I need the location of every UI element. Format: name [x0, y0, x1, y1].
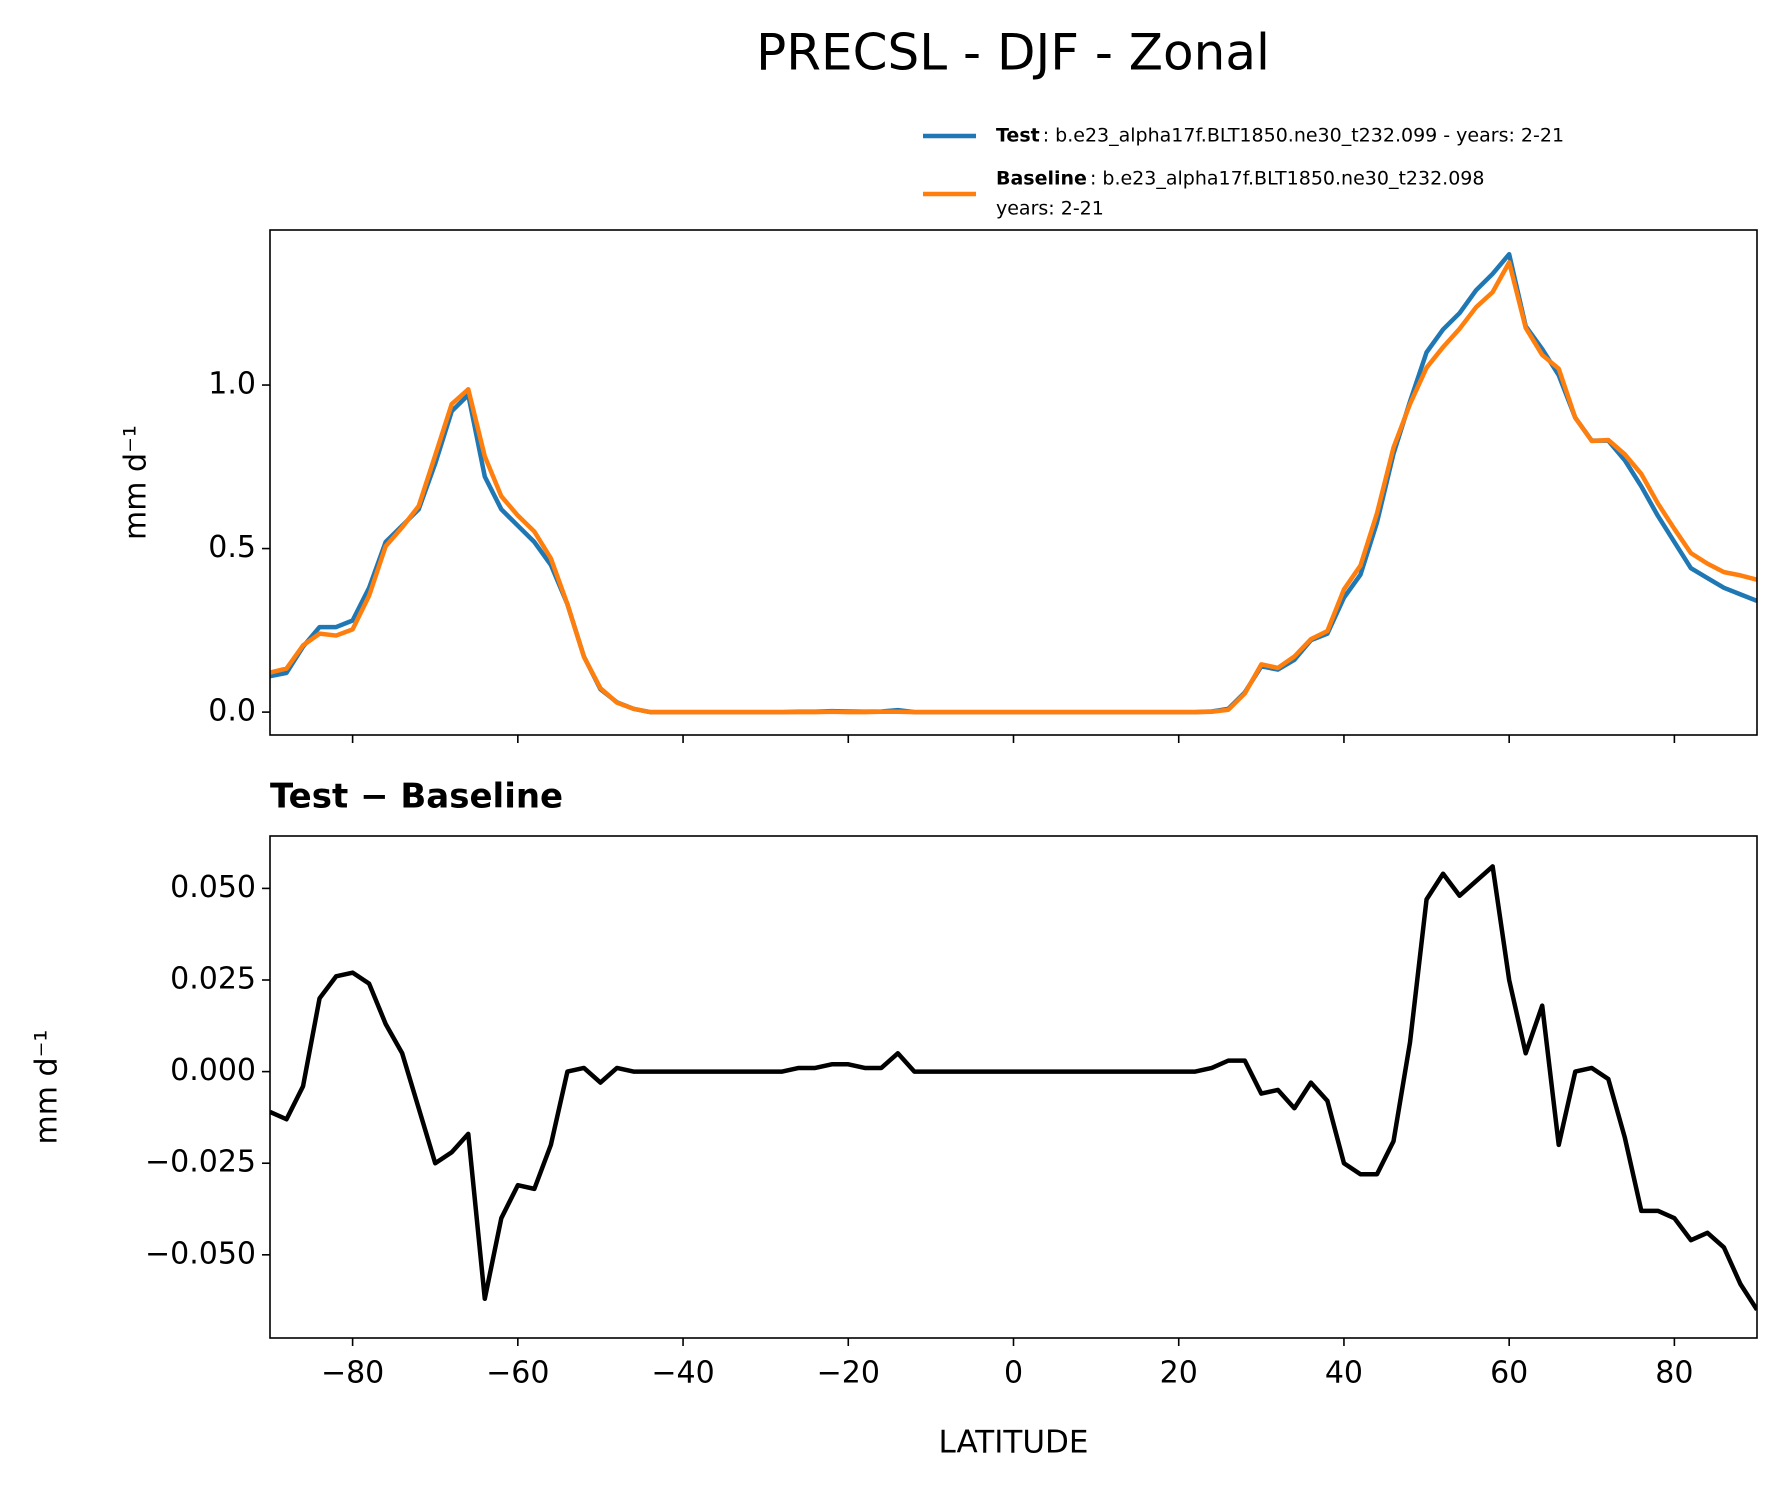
legend-label: : b.e23_alpha17f.BLT1850.ne30_t232.099 -…: [1043, 125, 1564, 147]
y-tick-label: 0.000: [170, 1053, 256, 1088]
data-line: [270, 260, 1757, 715]
x-tick-label: 40: [1325, 1356, 1363, 1391]
x-tick-label: −60: [486, 1356, 549, 1391]
y-tick-label: 0.025: [170, 962, 256, 997]
data-line: [270, 864, 1757, 1312]
y-axis-label: mm d⁻¹: [119, 425, 154, 540]
x-tick-label: −80: [321, 1356, 384, 1391]
y-tick-label: 1.0: [208, 367, 256, 402]
y-tick-label: −0.050: [145, 1236, 256, 1271]
chart-title: PRECSL - DJF - Zonal: [756, 24, 1270, 82]
y-tick-label: −0.025: [145, 1145, 256, 1180]
legend-label: : b.e23_alpha17f.BLT1850.ne30_t232.098: [1090, 168, 1485, 190]
legend-name: Baseline: [996, 168, 1087, 190]
subplot-title: Test − Baseline: [270, 777, 563, 817]
legend-name: Test: [996, 125, 1040, 147]
x-axis-label: LATITUDE: [939, 1425, 1089, 1461]
x-tick-label: 80: [1655, 1356, 1693, 1391]
y-tick-label: 0.0: [208, 694, 256, 729]
y-tick-label: 0.050: [170, 870, 256, 905]
x-tick-label: 0: [1004, 1356, 1023, 1391]
legend-label: years: 2-21: [996, 198, 1104, 220]
x-tick-label: −40: [651, 1356, 714, 1391]
y-axis-label: mm d⁻¹: [30, 1030, 65, 1145]
axes-frame: [269, 835, 1758, 1339]
y-tick-label: 0.5: [208, 530, 256, 565]
x-tick-label: −20: [817, 1356, 880, 1391]
axes-frame: [269, 229, 1758, 736]
x-tick-label: 20: [1160, 1356, 1198, 1391]
x-tick-label: 60: [1490, 1356, 1528, 1391]
